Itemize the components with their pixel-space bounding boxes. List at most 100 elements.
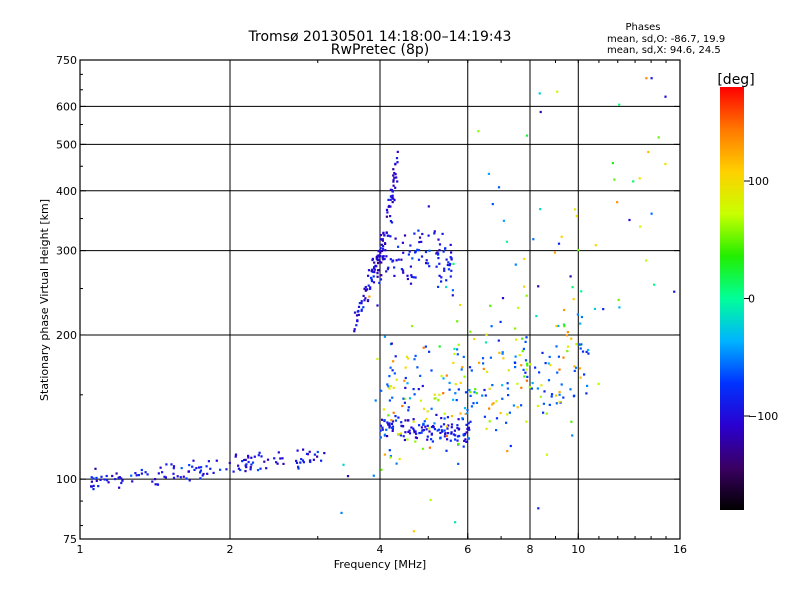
data-point: [449, 439, 452, 442]
data-point: [396, 180, 399, 183]
data-point: [543, 390, 546, 393]
data-point: [394, 355, 397, 358]
data-point: [389, 456, 392, 459]
data-point: [507, 369, 510, 372]
data-point: [396, 150, 399, 153]
data-point: [386, 234, 389, 237]
data-point: [279, 457, 282, 460]
data-point: [438, 428, 441, 431]
data-point: [454, 438, 457, 441]
data-point: [466, 408, 469, 412]
data-point: [373, 271, 376, 274]
data-point: [657, 136, 660, 139]
data-point: [90, 480, 93, 483]
data-point: [389, 188, 392, 191]
data-point: [525, 379, 528, 382]
data-point: [557, 355, 560, 358]
data-point: [453, 429, 456, 432]
data-point: [541, 351, 544, 354]
data-point: [383, 453, 386, 456]
data-point: [276, 462, 279, 465]
data-point: [387, 198, 390, 201]
data-point: [408, 432, 412, 435]
data-point: [121, 479, 124, 482]
data-point: [401, 269, 405, 272]
data-point: [397, 258, 400, 261]
data-point: [383, 433, 386, 436]
data-point: [470, 369, 473, 372]
data-point: [482, 362, 485, 365]
data-point: [403, 401, 406, 404]
data-point: [465, 431, 468, 434]
data-point: [555, 324, 558, 328]
data-point: [381, 238, 384, 241]
data-point: [244, 470, 247, 473]
stats-o-line: mean, sd,O: -86.7, 19.9: [607, 34, 725, 45]
data-point: [430, 425, 434, 429]
data-point: [404, 431, 407, 434]
data-point: [440, 280, 443, 283]
data-point: [542, 402, 545, 405]
data-point: [450, 251, 453, 254]
data-point: [401, 404, 404, 408]
data-point: [435, 413, 438, 416]
colorbar-label: [deg]: [717, 72, 754, 88]
data-point: [456, 435, 460, 438]
data-point: [320, 459, 323, 462]
data-point: [367, 284, 370, 287]
data-point: [388, 375, 391, 378]
data-point: [418, 424, 421, 427]
data-point: [439, 437, 442, 440]
data-point: [371, 257, 374, 260]
data-point: [433, 230, 436, 233]
data-point: [484, 341, 488, 344]
data-point: [446, 427, 449, 430]
data-point: [461, 417, 464, 420]
data-point: [482, 367, 485, 370]
data-point: [426, 410, 429, 413]
colorbar-tick-label: −100: [748, 410, 778, 423]
data-point: [172, 476, 176, 479]
data-point: [185, 477, 188, 480]
x-axis-label: Frequency [MHz]: [334, 558, 426, 571]
data-point: [448, 264, 451, 267]
data-point: [381, 239, 384, 242]
data-point: [380, 468, 383, 471]
data-point: [566, 331, 569, 334]
data-point: [475, 392, 478, 395]
data-point: [433, 422, 436, 425]
data-point: [105, 474, 108, 478]
data-point: [456, 348, 459, 351]
data-point: [542, 411, 545, 414]
data-point: [370, 276, 373, 279]
data-point: [367, 299, 370, 302]
data-point: [563, 308, 566, 312]
data-point: [413, 429, 416, 432]
data-point: [391, 420, 395, 423]
data-point: [249, 466, 252, 469]
data-point: [481, 357, 485, 360]
data-point: [390, 342, 393, 345]
data-point: [249, 468, 252, 471]
data-point: [459, 412, 462, 415]
data-point: [103, 478, 106, 481]
x-tick-label: 2: [227, 543, 234, 556]
data-point: [484, 394, 487, 397]
data-point: [120, 481, 123, 485]
data-point: [219, 468, 222, 471]
data-point: [296, 449, 299, 452]
data-point: [117, 476, 120, 479]
data-point: [520, 404, 523, 407]
data-point: [443, 417, 446, 420]
data-point: [449, 275, 452, 278]
data-point: [370, 278, 373, 281]
data-point: [382, 245, 385, 248]
data-point: [407, 409, 410, 412]
data-point: [451, 294, 454, 297]
data-point: [202, 472, 205, 476]
data-point: [379, 251, 382, 254]
data-point: [374, 399, 377, 402]
data-point: [418, 432, 421, 435]
data-point: [548, 403, 551, 406]
data-point: [481, 394, 484, 397]
